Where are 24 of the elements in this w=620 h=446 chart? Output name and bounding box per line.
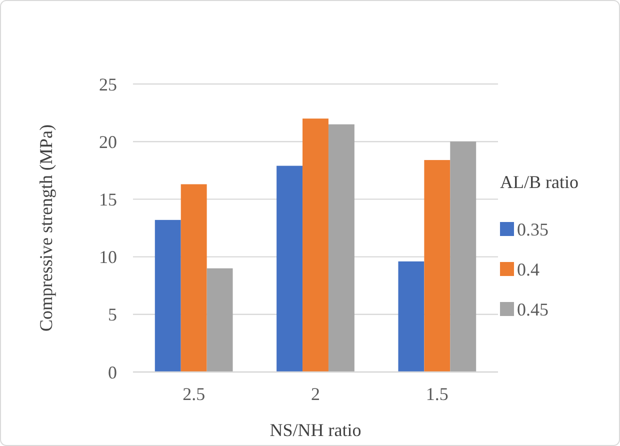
y-tick-label: 5 — [108, 304, 117, 325]
legend-label: 0.45 — [517, 299, 548, 320]
y-tick-label: 15 — [99, 190, 117, 210]
legend-label: 0.35 — [517, 219, 548, 240]
legend-title: AL/B ratio — [500, 172, 578, 192]
bar — [180, 184, 207, 372]
bar — [398, 261, 424, 372]
bar — [276, 166, 303, 372]
y-axis-title: Compressive strength (MPa) — [36, 124, 56, 332]
y-tick-label: 0 — [108, 362, 117, 382]
legend-label: 0.4 — [517, 259, 540, 280]
y-tick-label: 10 — [99, 247, 117, 268]
x-axis-title: NS/NH ratio — [270, 420, 362, 440]
y-tick-label: 20 — [99, 132, 117, 152]
bar — [424, 160, 450, 372]
bar — [328, 124, 354, 372]
x-tick-label: 2 — [311, 384, 320, 404]
bar — [302, 118, 328, 372]
y-tick-label: 25 — [99, 74, 117, 94]
bar — [154, 220, 181, 372]
x-tick-label: 1.5 — [426, 384, 448, 404]
bar — [450, 142, 476, 372]
x-tick-label: 2.5 — [182, 384, 206, 404]
bar — [206, 268, 233, 372]
